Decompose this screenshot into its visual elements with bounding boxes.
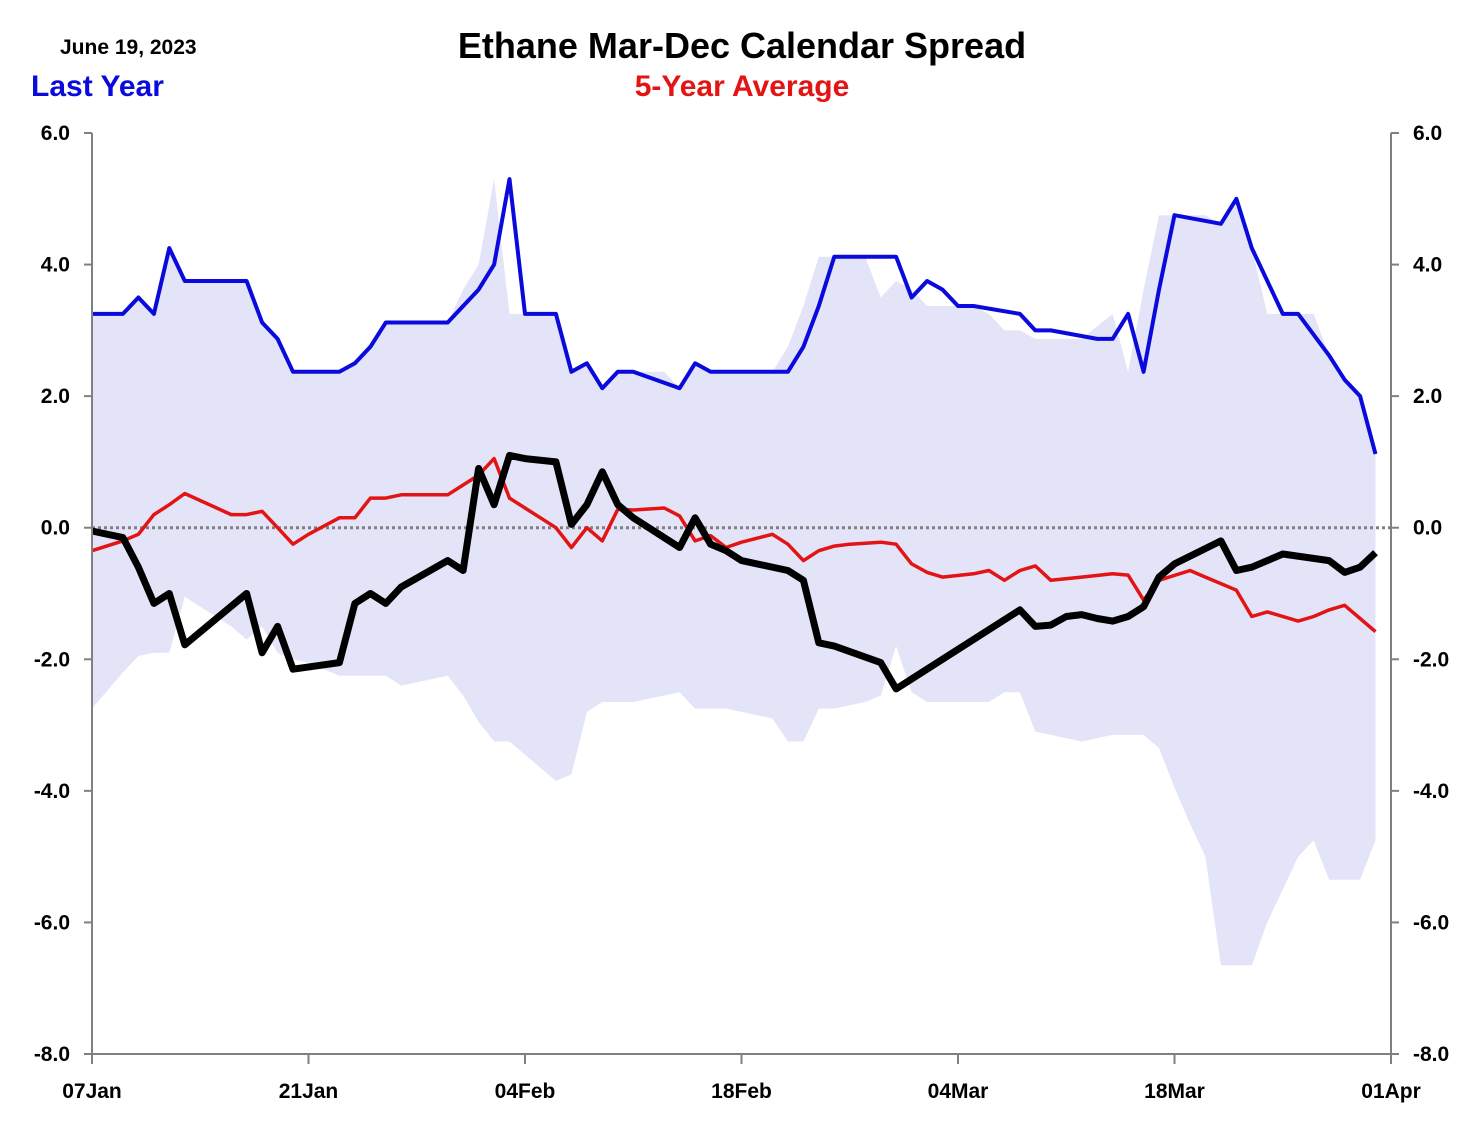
y-tick-label-right: -2.0 [1413, 648, 1449, 671]
x-tick-label: 21Jan [279, 1080, 339, 1103]
y-tick-label-left: 2.0 [41, 385, 70, 408]
axes: 6.0 6.0 4.0 4.0 2.0 2.0 0.0 0.0 -2.0 -2.0 -4.0 -4.0… [34, 122, 1449, 1103]
y-tick-label-right: -8.0 [1413, 1043, 1449, 1066]
y-tick-label-left: -2.0 [34, 648, 70, 671]
x-tick-label: 04Mar [928, 1080, 989, 1103]
x-tick-label: 04Feb [495, 1080, 556, 1103]
y-tick-label-left: -6.0 [34, 911, 70, 934]
plot-area [91, 177, 1391, 966]
series-5-year-average [91, 456, 1377, 634]
y-tick-label-right: 0.0 [1413, 517, 1442, 540]
ticks: 6.0 6.0 4.0 4.0 2.0 2.0 0.0 0.0 -2.0 -2.0 -4.0 -4.0… [34, 122, 1449, 1103]
x-tick-label: 01Apr [1361, 1080, 1421, 1103]
y-tick-label-left: -8.0 [34, 1043, 70, 1066]
series-last-year [92, 177, 1378, 455]
x-tick-label: 07Jan [62, 1080, 122, 1103]
y-tick-label-right: 2.0 [1413, 385, 1442, 408]
y-tick-label-right: -4.0 [1413, 780, 1449, 803]
chart-title: Ethane Mar-Dec Calendar Spread [458, 25, 1026, 66]
chart-date: June 19, 2023 [60, 36, 197, 59]
y-tick-label-left: 0.0 [41, 517, 70, 540]
x-tick-label: 18Feb [711, 1080, 772, 1103]
legend-5-year-average: 5-Year Average [635, 70, 850, 103]
x-tick-label: 18Mar [1144, 1080, 1205, 1103]
legend-last-year: Last Year [31, 70, 164, 103]
y-tick-label-right: 4.0 [1413, 254, 1442, 277]
y-tick-label-right: 6.0 [1413, 122, 1442, 145]
y-tick-label-left: -4.0 [34, 780, 70, 803]
series-current [91, 451, 1378, 693]
y-tick-label-left: 4.0 [41, 254, 70, 277]
range-band [92, 179, 1376, 966]
y-tick-label-left: 6.0 [41, 122, 70, 145]
y-tick-label-right: -6.0 [1413, 911, 1449, 934]
